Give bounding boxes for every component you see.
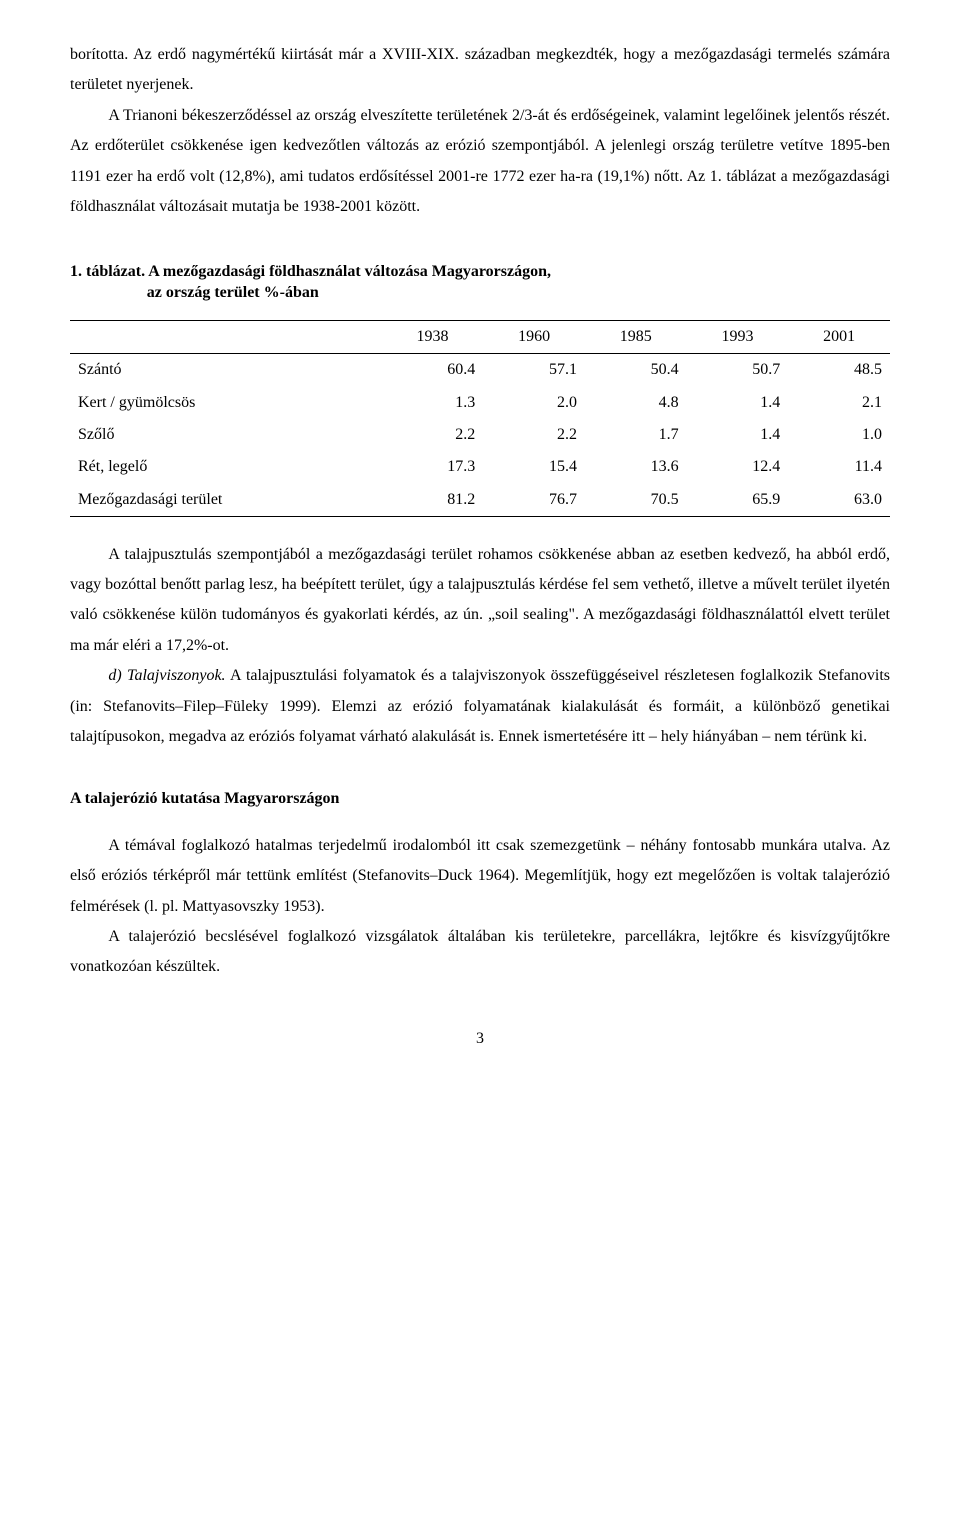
table-caption: 1. táblázat. A mezőgazdasági földhasznál… — [70, 261, 890, 304]
paragraph-intro-a: borította. Az erdő nagymértékű kiirtását… — [70, 40, 890, 101]
page-number: 3 — [70, 1031, 890, 1047]
col-header: 1985 — [585, 320, 687, 353]
cell: 2.1 — [788, 387, 890, 419]
paragraph-research-a: A témával foglalkozó hatalmas terjedelmű… — [70, 831, 890, 922]
cell: 1.0 — [788, 419, 890, 451]
cell: 50.4 — [585, 354, 687, 387]
cell: 57.1 — [483, 354, 585, 387]
landuse-table: 1938 1960 1985 1993 2001 Szántó 60.4 57.… — [70, 320, 890, 517]
paragraph-intro-b: A Trianoni békeszerződéssel az ország el… — [70, 101, 890, 223]
cell: 12.4 — [687, 451, 789, 483]
cell: 63.0 — [788, 484, 890, 517]
cell: 13.6 — [585, 451, 687, 483]
paragraph-research-b: A talajerózió becslésével foglalkozó viz… — [70, 922, 890, 983]
table-row: Rét, legelő 17.3 15.4 13.6 12.4 11.4 — [70, 451, 890, 483]
section-heading: A talajerózió kutatása Magyarországon — [70, 784, 890, 814]
cell: 50.7 — [687, 354, 789, 387]
table-caption-line2: az ország terület %-ában — [147, 282, 890, 304]
cell: 2.2 — [483, 419, 585, 451]
col-header: 1938 — [382, 320, 484, 353]
cell: 76.7 — [483, 484, 585, 517]
cell: 1.4 — [687, 387, 789, 419]
row-label: Szőlő — [70, 419, 382, 451]
cell: 70.5 — [585, 484, 687, 517]
cell: 65.9 — [687, 484, 789, 517]
cell: 2.0 — [483, 387, 585, 419]
row-label: Kert / gyümölcsös — [70, 387, 382, 419]
table-row: Kert / gyümölcsös 1.3 2.0 4.8 1.4 2.1 — [70, 387, 890, 419]
cell: 81.2 — [382, 484, 484, 517]
table-caption-line1: 1. táblázat. A mezőgazdasági földhasznál… — [70, 263, 551, 280]
table-row: Szőlő 2.2 2.2 1.7 1.4 1.0 — [70, 419, 890, 451]
col-header: 1960 — [483, 320, 585, 353]
table-row: Mezőgazdasági terület 81.2 76.7 70.5 65.… — [70, 484, 890, 517]
col-header: 1993 — [687, 320, 789, 353]
cell: 15.4 — [483, 451, 585, 483]
cell: 17.3 — [382, 451, 484, 483]
cell: 1.4 — [687, 419, 789, 451]
cell: 48.5 — [788, 354, 890, 387]
row-label: Rét, legelő — [70, 451, 382, 483]
table-row: Szántó 60.4 57.1 50.4 50.7 48.5 — [70, 354, 890, 387]
paragraph-after-table: A talajpusztulás szempontjából a mezőgaz… — [70, 540, 890, 662]
col-header: 2001 — [788, 320, 890, 353]
cell: 60.4 — [382, 354, 484, 387]
italic-lead: d) Talajviszonyok. — [108, 667, 225, 684]
cell: 2.2 — [382, 419, 484, 451]
cell: 4.8 — [585, 387, 687, 419]
row-label: Mezőgazdasági terület — [70, 484, 382, 517]
paragraph-talajviszonyok: d) Talajviszonyok. A talajpusztulási fol… — [70, 661, 890, 752]
row-label: Szántó — [70, 354, 382, 387]
table-header-row: 1938 1960 1985 1993 2001 — [70, 320, 890, 353]
cell: 1.3 — [382, 387, 484, 419]
cell: 11.4 — [788, 451, 890, 483]
cell: 1.7 — [585, 419, 687, 451]
